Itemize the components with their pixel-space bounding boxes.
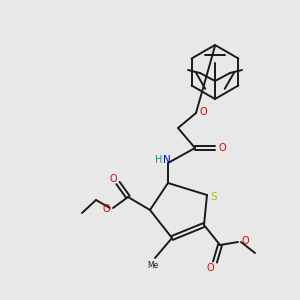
Text: H: H [155, 155, 163, 165]
Text: S: S [211, 192, 217, 202]
Text: Me: Me [147, 262, 159, 271]
Text: O: O [241, 236, 249, 246]
Text: O: O [206, 263, 214, 273]
Text: O: O [218, 143, 226, 153]
Text: O: O [102, 204, 110, 214]
Text: N: N [163, 155, 171, 165]
Text: O: O [199, 107, 207, 117]
Text: O: O [109, 174, 117, 184]
